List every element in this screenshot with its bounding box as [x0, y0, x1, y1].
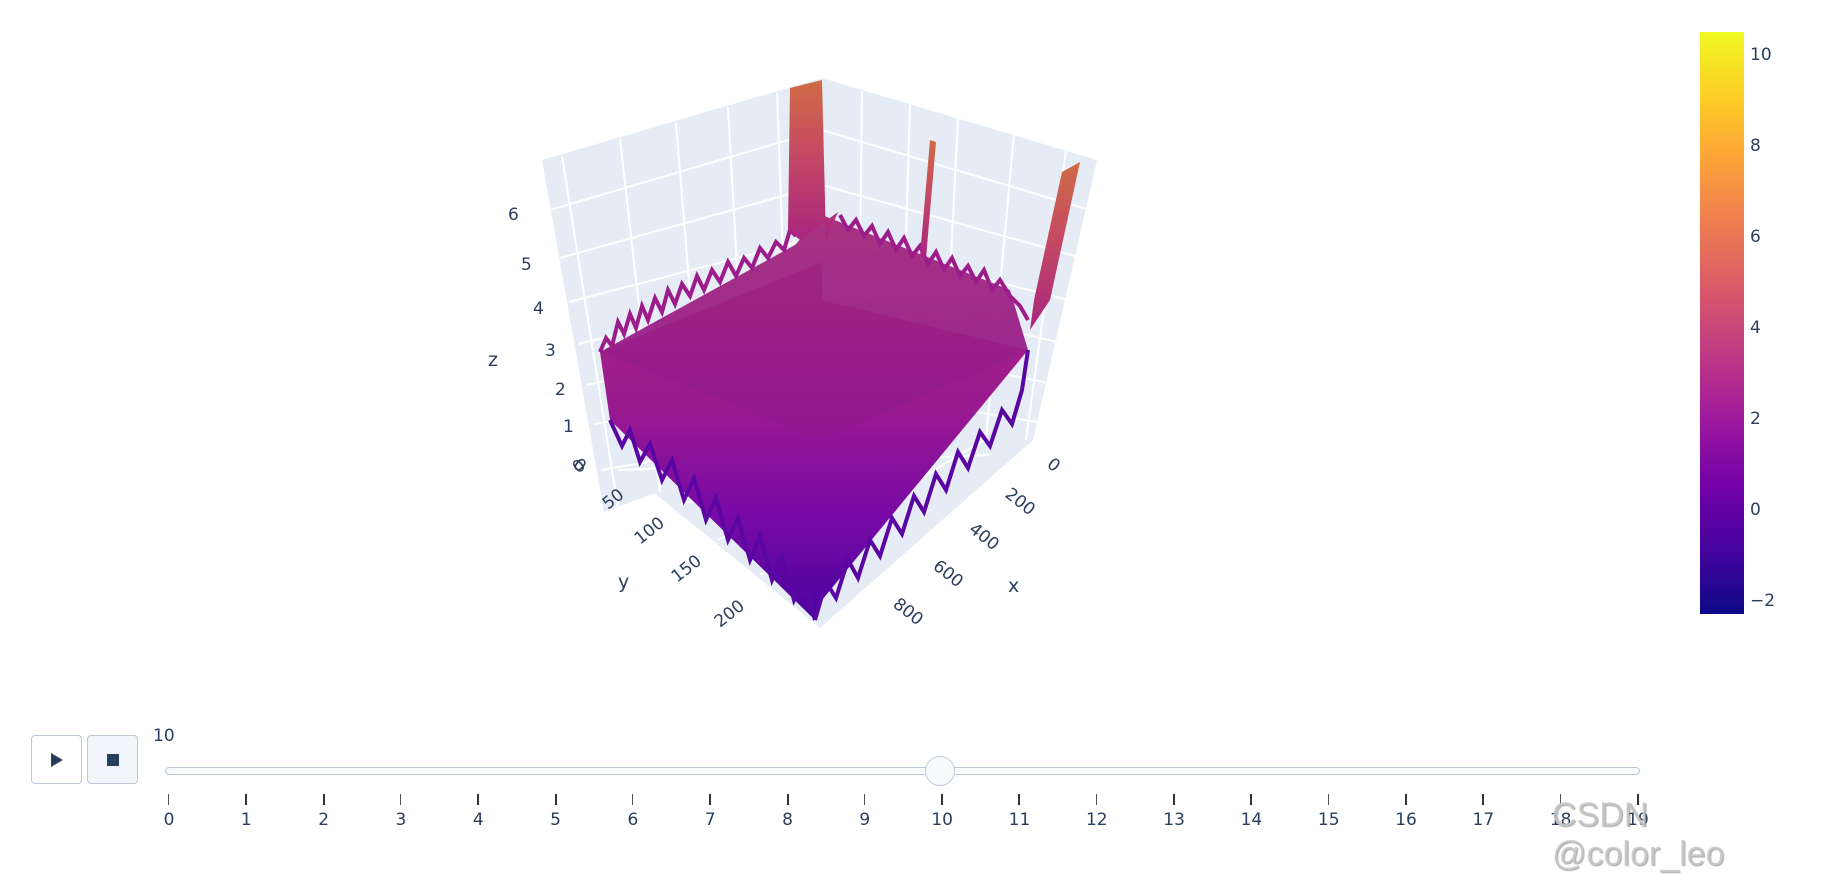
slider-tick-mark: [1559, 794, 1561, 805]
svg-text:200: 200: [711, 596, 749, 632]
slider-step-label[interactable]: 18: [1549, 810, 1572, 830]
slider-tick-mark: [168, 794, 169, 805]
slider-tick-mark: [1173, 794, 1176, 805]
svg-text:4: 4: [533, 299, 544, 319]
play-button[interactable]: [31, 735, 82, 784]
slider-step-label[interactable]: 14: [1240, 810, 1263, 830]
svg-text:400: 400: [965, 519, 1003, 555]
slider-tick-mark: [1018, 794, 1021, 805]
surface-3d-scene[interactable]: 6 5 4 3 2 1 0 z 0 50 100 150 200 y 0 200…: [0, 0, 1829, 700]
slider-tick-mark: [863, 794, 865, 805]
slider-step-label[interactable]: 11: [1008, 810, 1031, 830]
slider-tick-mark: [1250, 794, 1253, 805]
slider-step-label[interactable]: 9: [859, 810, 871, 830]
svg-text:6: 6: [508, 205, 519, 225]
slider-step-label[interactable]: 17: [1472, 810, 1495, 830]
slider-step-label[interactable]: 15: [1317, 810, 1340, 830]
slider-tick-mark: [941, 794, 944, 805]
slider-step-label[interactable]: 19: [1627, 810, 1649, 830]
slider-tick-mark: [245, 794, 248, 805]
slider-step-label[interactable]: 8: [782, 810, 793, 830]
slider-step-label[interactable]: 4: [472, 810, 484, 830]
slider-step-label[interactable]: 13: [1163, 810, 1185, 830]
x-axis-title: x: [1008, 575, 1019, 597]
colorbar-tick: 10: [1750, 45, 1772, 65]
slider-tick-mark: [1095, 794, 1097, 805]
slider-tick-mark: [631, 794, 633, 805]
slider-tick-mark: [399, 794, 401, 805]
colorbar-tick: 0: [1750, 500, 1761, 520]
svg-text:2: 2: [555, 380, 566, 400]
svg-text:3: 3: [545, 341, 556, 361]
slider-step-label[interactable]: 0: [163, 810, 175, 830]
slider-step-label[interactable]: 7: [704, 810, 716, 830]
svg-text:0: 0: [1043, 454, 1064, 476]
slider-tick-mark: [1327, 794, 1329, 805]
svg-text:150: 150: [668, 551, 706, 587]
play-icon: [50, 752, 63, 767]
slider-tick-mark: [1482, 794, 1485, 805]
svg-text:800: 800: [889, 594, 927, 630]
slider-step-label[interactable]: 16: [1395, 810, 1417, 830]
spike-corner: [788, 80, 838, 240]
slider-step-label[interactable]: 5: [550, 810, 561, 830]
svg-text:200: 200: [1001, 484, 1039, 520]
spike-right-edge: [1030, 162, 1080, 330]
slider-step-label[interactable]: 10: [931, 810, 953, 830]
svg-text:1: 1: [563, 417, 574, 437]
colorbar: [1700, 32, 1744, 614]
slider-step-label[interactable]: 3: [395, 810, 407, 830]
slider-tick-mark: [1637, 794, 1639, 805]
colorbar-tick: 4: [1750, 318, 1761, 338]
slider-step-label[interactable]: 12: [1085, 810, 1108, 830]
slider-step-label[interactable]: 1: [240, 810, 252, 830]
y-axis-title: y: [618, 571, 629, 593]
svg-text:5: 5: [521, 255, 532, 275]
slider-tick-mark: [554, 794, 557, 805]
slider-step-label[interactable]: 2: [318, 810, 330, 830]
slider-tick-mark: [786, 794, 789, 805]
slider-tick-mark: [1405, 794, 1408, 805]
spike-middle: [920, 140, 936, 258]
colorbar-tick: −2: [1750, 591, 1776, 611]
slider-current-value: 10: [153, 726, 175, 746]
slider-handle[interactable]: [925, 756, 955, 786]
slider-tick-mark: [709, 794, 712, 805]
svg-text:600: 600: [929, 556, 967, 592]
slider-step-label[interactable]: 6: [627, 810, 639, 830]
colorbar-tick: 6: [1750, 227, 1761, 247]
stop-icon: [106, 753, 119, 766]
slider-track[interactable]: [165, 767, 1640, 775]
svg-text:100: 100: [631, 513, 669, 549]
stop-button[interactable]: [87, 735, 138, 784]
watermark: CSDN @color_leo: [1552, 796, 1725, 873]
slider-tick-mark: [477, 794, 480, 805]
colorbar-tick: 2: [1750, 409, 1761, 429]
surface[interactable]: [598, 80, 1080, 621]
z-axis-title: z: [488, 349, 498, 371]
colorbar-tick: 8: [1750, 136, 1761, 156]
slider-tick-mark: [322, 794, 325, 805]
